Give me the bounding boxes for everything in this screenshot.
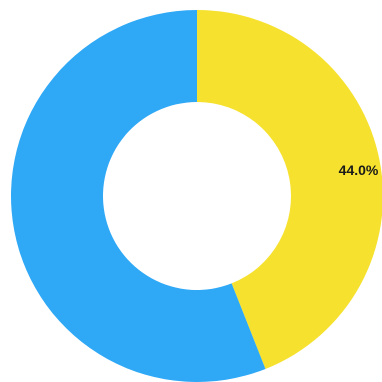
slice-label-0: 44.0% — [339, 162, 379, 178]
donut-slice-0 — [197, 10, 382, 369]
slices-layer — [10, 10, 382, 382]
donut-slice-1 — [10, 10, 266, 382]
labels-layer: 44.0% — [339, 162, 379, 178]
